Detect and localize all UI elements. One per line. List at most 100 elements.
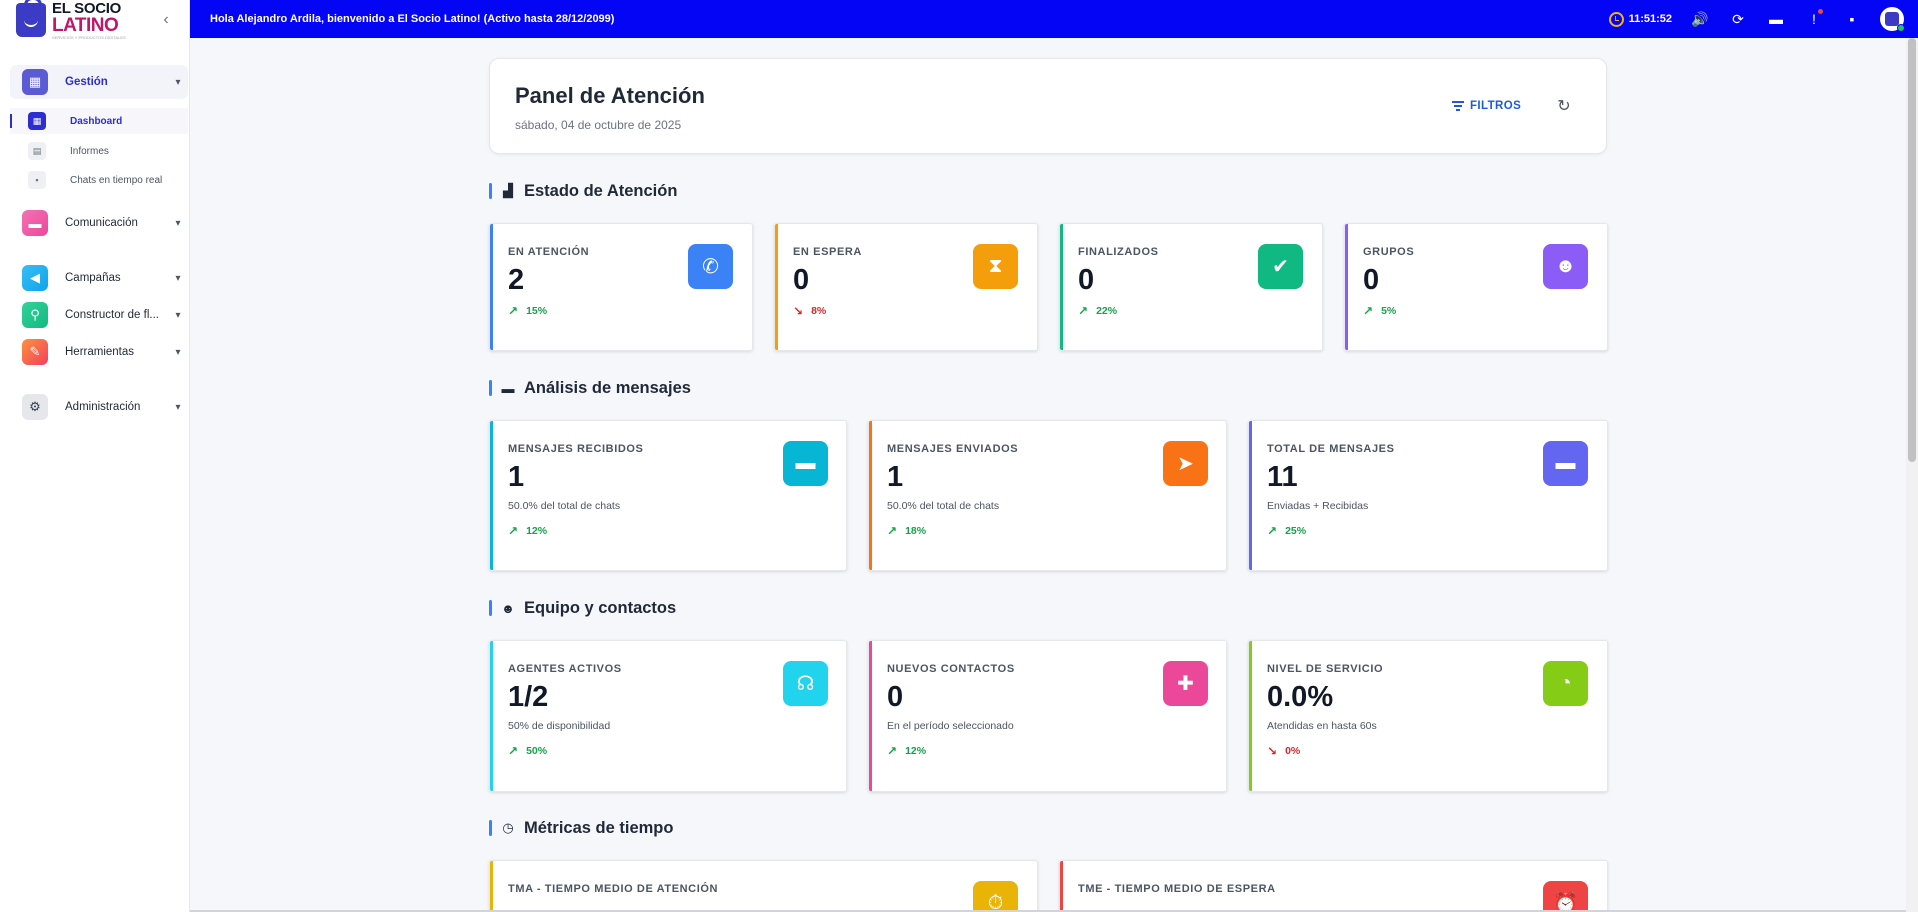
section-title-mensajes: ▬ Análisis de mensajes [489, 377, 691, 399]
refresh-button[interactable]: ↻ [1557, 98, 1571, 115]
sync-icon[interactable]: ⟳ [1732, 10, 1744, 27]
card-trend: ↘ 8% [793, 304, 827, 318]
chat-icon[interactable]: ▬ [1769, 11, 1783, 27]
volume-icon[interactable]: 🔊 [1691, 10, 1709, 27]
card-value: 1/2 [508, 681, 549, 713]
kpi-card-en-atencion: EN ATENCIÓN 2 ↗ 15% ✆ [489, 223, 753, 351]
people-icon: ☻ [501, 600, 515, 616]
clock-icon [1608, 11, 1624, 27]
chevron-down-icon: ▾ [175, 76, 181, 88]
card-accent [869, 641, 872, 791]
forum-icon: ▪ [28, 171, 46, 189]
filter-icon [1452, 101, 1464, 111]
kpi-card-finalizados: FINALIZADOS 0 ↗ 22% ✔ [1059, 223, 1323, 351]
chevron-down-icon: ▾ [175, 346, 181, 358]
sidebar-item-chats-tiempo-real[interactable]: ▪ Chats en tiempo real [10, 167, 188, 193]
filters-button[interactable]: FILTROS [1452, 96, 1521, 116]
viewport-bottom-edge [190, 910, 1906, 912]
card-label: FINALIZADOS [1078, 246, 1159, 258]
report-icon: ▤ [28, 142, 46, 160]
sidebar-item-informes[interactable]: ▤ Informes [10, 138, 188, 164]
sidebar-group-herramientas[interactable]: ✎ Herramientas ▾ [10, 335, 188, 369]
chevron-down-icon: ▾ [175, 401, 181, 413]
card-trend: ↗ 15% [508, 304, 548, 318]
trending-down-icon: ↘ [793, 304, 804, 318]
brand-logo[interactable]: EL SOCIO LATINO SERVICIOS Y PRODUCTOS DI… [16, 0, 126, 40]
card-label: TMA - TIEMPO MEDIO DE ATENCIÓN [508, 883, 719, 895]
card-label: AGENTES ACTIVOS [508, 663, 622, 675]
card-value: 1 [887, 461, 904, 493]
kpi-card-tma: TMA - TIEMPO MEDIO DE ATENCIÓN ⏱ [489, 860, 1038, 912]
card-accent [1060, 224, 1063, 350]
clock-icon: ◷ [502, 820, 514, 835]
sidebar-group-gestion[interactable]: ▦ Gestión ▾ [10, 65, 188, 99]
forum-icon[interactable]: ▪ [1849, 11, 1855, 27]
section-accent [489, 600, 492, 616]
section-title-equipo: ☻ Equipo y contactos [489, 597, 676, 619]
sidebar-group-constructor[interactable]: ⚲ Constructor de fl... ▾ [10, 298, 188, 332]
sidebar-group-label: Constructor de fl... [65, 309, 159, 321]
brand-line-1: EL SOCIO [52, 0, 122, 17]
card-accent [490, 861, 493, 912]
trending-down-icon: ↘ [1267, 744, 1278, 758]
brand-line-2: LATINO [52, 14, 119, 36]
page-header-card: Panel de Atención sábado, 04 de octubre … [489, 58, 1607, 154]
sidebar-group-label: Gestión [65, 76, 108, 88]
card-trend: ↘ 0% [1267, 744, 1301, 758]
section-label: Análisis de mensajes [524, 378, 691, 397]
card-accent [1249, 641, 1252, 791]
sidebar-item-dashboard[interactable]: ▦ Dashboard [10, 108, 188, 134]
alarm-icon: ⏰ [1543, 881, 1588, 912]
sidebar-group-label: Herramientas [65, 346, 135, 358]
kpi-card-total-mensajes: TOTAL DE MENSAJES 11 Enviadas + Recibida… [1248, 420, 1608, 571]
avatar[interactable] [1880, 7, 1905, 32]
card-accent [1249, 421, 1252, 570]
filters-label: FILTROS [1470, 100, 1522, 112]
card-value: 0 [1078, 264, 1095, 296]
card-trend: ↗ 22% [1078, 304, 1118, 318]
chevron-down-icon: ▾ [175, 272, 181, 284]
announcement-icon[interactable]: ! [1804, 9, 1824, 29]
page-scrollbar[interactable] [1906, 38, 1918, 912]
chevron-down-icon: ▾ [175, 309, 181, 321]
online-status-dot [1897, 24, 1905, 32]
speedometer-icon: ◔ [1543, 661, 1588, 706]
card-label: TME - TIEMPO MEDIO DE ESPERA [1078, 883, 1276, 895]
card-subtitle: 50% de disponibilidad [508, 720, 611, 732]
sidebar-group-comunicacion[interactable]: ▬ Comunicación ▾ [10, 206, 188, 240]
clock-time: 11:51:52 [1628, 13, 1672, 25]
chevron-down-icon: ▾ [175, 217, 181, 229]
card-label: MENSAJES RECIBIDOS [508, 443, 644, 455]
shopping-bag-logo-icon [16, 0, 46, 37]
card-value: 2 [508, 264, 525, 296]
section-accent [489, 183, 492, 199]
message-icon: ▬ [783, 441, 828, 486]
card-label: EN ESPERA [793, 246, 862, 258]
sidebar-item-label: Chats en tiempo real [70, 174, 163, 186]
section-accent [489, 380, 492, 396]
person-add-icon: ✚ [1163, 661, 1208, 706]
card-trend: ↗ 18% [887, 524, 927, 538]
brand-tagline: SERVICIOS Y PRODUCTOS DIGITALES [52, 34, 126, 40]
card-subtitle: Enviadas + Recibidas [1267, 500, 1369, 512]
flow-icon: ⚲ [22, 302, 48, 328]
card-accent [490, 421, 493, 570]
groups-icon: ☻ [1543, 244, 1588, 289]
chat-icon: ▬ [22, 210, 48, 236]
trending-up-icon: ↗ [508, 524, 519, 538]
kpi-card-tme: TME - TIEMPO MEDIO DE ESPERA ⏰ [1059, 860, 1608, 912]
section-label: Estado de Atención [524, 181, 678, 200]
megaphone-icon: ◀ [22, 265, 48, 291]
check-circle-icon: ✔ [1258, 244, 1303, 289]
sidebar-collapse-chevron-left-icon[interactable]: ‹ [163, 11, 169, 28]
sidebar-group-administracion[interactable]: ⚙ Administración ▾ [10, 390, 188, 424]
scrollbar-thumb[interactable] [1908, 38, 1916, 462]
card-accent [1345, 224, 1348, 350]
section-accent [489, 820, 492, 836]
welcome-message: Hola Alejandro Ardila, bienvenido a El S… [210, 13, 615, 25]
sidebar-group-campanas[interactable]: ◀ Campañas ▾ [10, 261, 188, 295]
card-value: 0 [793, 264, 810, 296]
agent-voice-icon: ☊ [783, 661, 828, 706]
kpi-card-grupos: GRUPOS 0 ↗ 5% ☻ [1344, 223, 1608, 351]
trending-up-icon: ↗ [1363, 304, 1374, 318]
